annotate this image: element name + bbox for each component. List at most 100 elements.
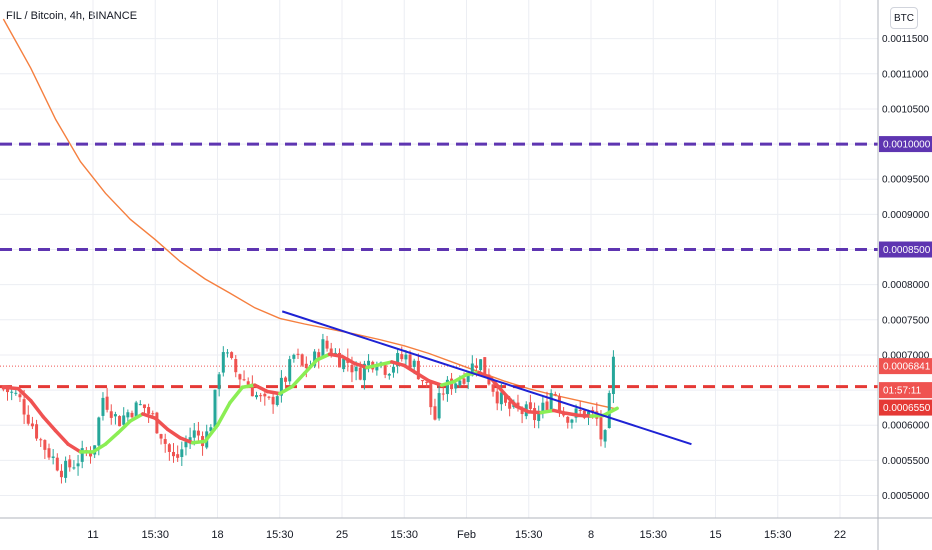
candle-body xyxy=(225,352,229,354)
moving-average-short xyxy=(352,361,369,370)
candle-body xyxy=(404,354,408,360)
candle-body xyxy=(55,457,59,471)
candle-body xyxy=(545,401,549,411)
candle-body xyxy=(416,360,420,380)
candle-body xyxy=(313,351,317,366)
candle-body xyxy=(338,352,342,368)
time-axis[interactable]: 11 15:30 18 15:30 25 15:30 Feb 15:30 8 15:30 15 15:… xyxy=(0,517,932,541)
price-tick-label: 0.0009000 xyxy=(882,210,930,221)
candle-body xyxy=(445,379,449,395)
candle-body xyxy=(43,440,47,450)
candle-body xyxy=(97,417,101,446)
moving-average-short xyxy=(53,429,70,446)
candle-body xyxy=(14,392,18,394)
price-tick-label: 0.0007500 xyxy=(882,315,930,326)
countdown-label: 01:57:11 xyxy=(879,382,932,399)
candle-body xyxy=(288,359,292,382)
candle-body xyxy=(6,388,10,393)
moving-average-short xyxy=(414,371,431,383)
moving-average-short xyxy=(228,385,245,405)
currency-button[interactable]: BTC xyxy=(890,7,918,29)
candle-body xyxy=(358,367,362,380)
candle-body xyxy=(479,359,483,371)
candle-body xyxy=(39,439,43,441)
moving-average-short xyxy=(551,408,568,416)
current-price-label-bg xyxy=(879,358,932,375)
moving-average-short xyxy=(340,354,357,366)
candle-body xyxy=(130,412,134,418)
price-labels: 0.0010000 0.0008500 0.0006841 01:57:11 0.000… xyxy=(879,136,932,416)
moving-average-short xyxy=(439,379,456,387)
moving-average-short xyxy=(66,442,83,454)
moving-average-short xyxy=(253,383,270,394)
moving-average-short xyxy=(576,413,593,418)
candle-body xyxy=(259,395,263,397)
candle-body xyxy=(300,354,304,366)
moving-average-short xyxy=(165,427,182,440)
candle-body xyxy=(118,416,122,427)
moving-average-short xyxy=(41,415,58,433)
candle-body xyxy=(113,414,117,417)
candle-body xyxy=(362,363,366,381)
candle-body xyxy=(10,391,14,393)
candle-body xyxy=(292,354,296,359)
candle-body xyxy=(400,354,404,360)
candle-body xyxy=(35,424,39,439)
moving-average-short xyxy=(502,391,519,408)
candle-body xyxy=(242,379,246,381)
candle-body xyxy=(255,395,259,398)
candle-body xyxy=(412,360,416,367)
price-axis[interactable]: 0.00115000.00110000.00105000.00100000.00… xyxy=(877,0,930,550)
candle-body xyxy=(454,383,458,389)
candle-body xyxy=(408,354,412,368)
candle-body xyxy=(437,393,441,419)
candle-body xyxy=(155,412,159,434)
candle-body xyxy=(387,373,391,376)
candle-body xyxy=(375,366,379,371)
candle-body xyxy=(578,409,582,411)
candle-body xyxy=(458,380,462,386)
candle-body xyxy=(483,357,487,375)
moving-average-short xyxy=(278,384,294,396)
candle-body xyxy=(209,427,213,432)
candle-body xyxy=(22,399,26,415)
moving-average-short xyxy=(302,358,319,375)
moving-average-short xyxy=(539,408,556,415)
moving-average-short xyxy=(91,442,108,454)
candle-body xyxy=(474,365,478,368)
candle-body xyxy=(557,395,561,413)
level-price-label-text: 0.0010000 xyxy=(883,140,931,151)
candle-body xyxy=(26,414,30,424)
moving-average-short xyxy=(315,352,332,362)
candle-body xyxy=(499,392,503,405)
price-tick-label: 0.0009500 xyxy=(882,175,930,186)
candle-body xyxy=(167,444,171,452)
candle-body xyxy=(603,430,607,442)
candle-body xyxy=(296,353,300,355)
candle-body xyxy=(325,340,329,349)
candle-body xyxy=(30,423,34,427)
candle-body xyxy=(396,353,400,367)
moving-average-short xyxy=(452,372,469,384)
candle-body xyxy=(76,463,80,467)
candle-body xyxy=(329,348,333,356)
moving-average-short xyxy=(377,360,394,367)
moving-average-short xyxy=(265,389,282,396)
candle-body xyxy=(101,397,105,416)
moving-average-short xyxy=(128,412,145,423)
candle-body xyxy=(570,419,574,423)
time-tick-label: 18 xyxy=(211,529,223,541)
candle-body xyxy=(176,454,180,458)
candle-body xyxy=(391,366,395,373)
moving-average-short xyxy=(327,352,344,359)
candle-body xyxy=(566,416,570,423)
candle-body xyxy=(495,391,499,404)
time-tick-label: Feb xyxy=(457,529,476,541)
moving-average-short xyxy=(178,436,195,445)
level-price-label-text: 0.0008500 xyxy=(883,245,931,256)
candle-body xyxy=(553,394,557,396)
candle-body xyxy=(172,451,176,457)
price-tick-label: 0.0011000 xyxy=(882,69,929,80)
candle-body xyxy=(196,430,200,436)
